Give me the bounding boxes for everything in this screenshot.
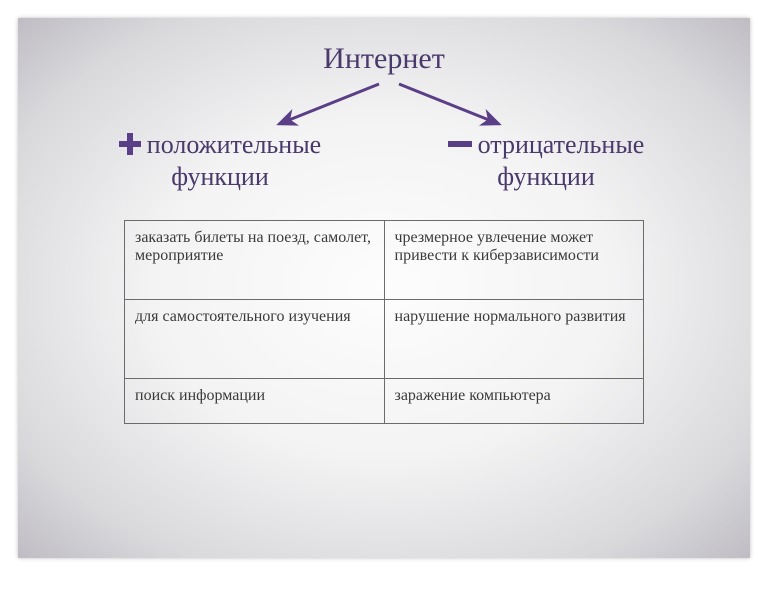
branch-positive: положительные функции xyxy=(70,130,370,192)
branch-negative-line2: функции xyxy=(396,162,696,192)
cell-positive: поиск информации xyxy=(125,379,385,424)
branch-negative: отрицательные функции xyxy=(396,130,696,192)
cell-positive: для самостоятельного изучения xyxy=(125,300,385,379)
branch-negative-line1: отрицательные xyxy=(478,130,645,159)
cell-negative: нарушение нормального развития xyxy=(384,300,644,379)
cell-negative: чрезмерное увлечение может привести к ки… xyxy=(384,221,644,300)
minus-icon xyxy=(448,132,472,162)
arrow-right xyxy=(399,84,499,124)
branch-positive-line1: положительные xyxy=(147,130,321,159)
plus-icon xyxy=(119,132,141,162)
page-title: Интернет xyxy=(18,42,750,76)
cell-negative: заражение компьютера xyxy=(384,379,644,424)
branch-arrows xyxy=(224,78,544,138)
table-row: заказать билеты на поезд, самолет, мероп… xyxy=(125,221,644,300)
functions-table: заказать билеты на поезд, самолет, мероп… xyxy=(124,220,644,424)
cell-positive: заказать билеты на поезд, самолет, мероп… xyxy=(125,221,385,300)
table-row: для самостоятельного изучения нарушение … xyxy=(125,300,644,379)
table-row: поиск информации заражение компьютера xyxy=(125,379,644,424)
arrow-left xyxy=(279,84,379,124)
branch-positive-line2: функции xyxy=(70,162,370,192)
slide: Интернет положительные функции отрицате xyxy=(18,18,750,558)
